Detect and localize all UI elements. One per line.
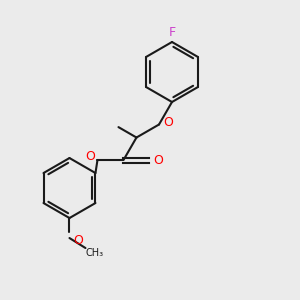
Text: F: F — [168, 26, 175, 39]
Text: O: O — [85, 149, 95, 163]
Text: O: O — [163, 116, 173, 129]
Text: O: O — [74, 234, 83, 247]
Text: CH₃: CH₃ — [85, 248, 103, 258]
Text: O: O — [154, 154, 164, 166]
